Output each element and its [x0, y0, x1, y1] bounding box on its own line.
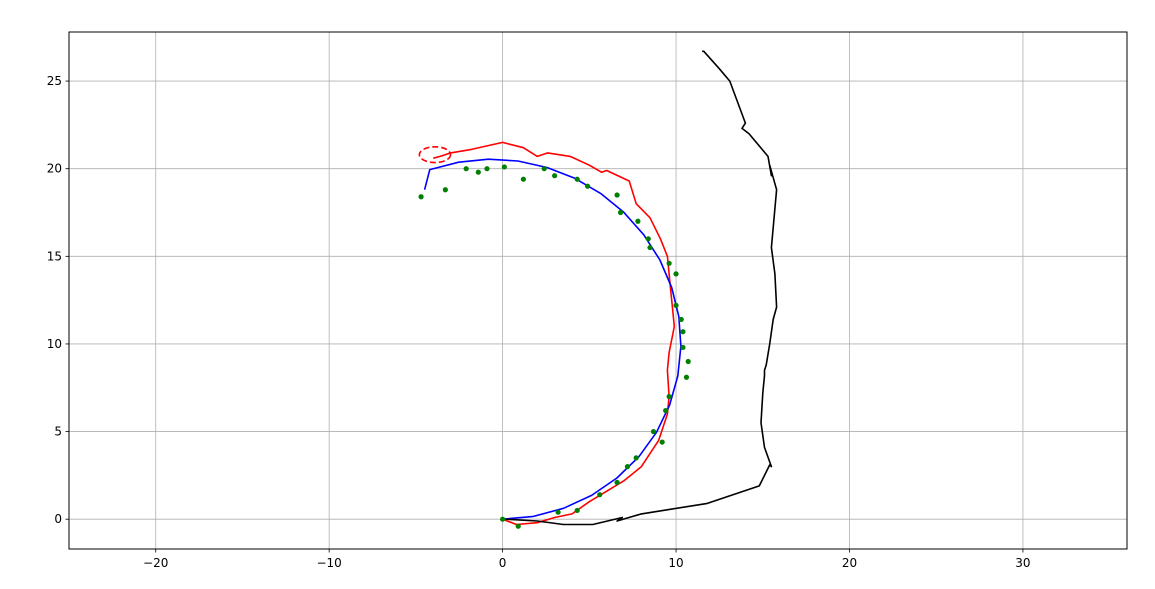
axis-ticks: −20 −10 0 10 20 30 0 5 10 15 20 25	[47, 74, 1031, 570]
scatter-point	[673, 271, 679, 277]
scatter-point	[501, 164, 507, 170]
scatter-point	[666, 260, 672, 266]
x-tick-label: −10	[316, 556, 341, 570]
x-tick-label: 10	[668, 556, 683, 570]
scatter-point	[500, 516, 506, 522]
y-tick-label: 20	[47, 162, 62, 176]
y-tick-label: 0	[54, 512, 62, 526]
series-line-2	[423, 158, 682, 520]
dashed-ellipse	[418, 145, 452, 164]
y-tick-label: 25	[47, 74, 62, 88]
scatter-point	[614, 192, 620, 198]
plot-frame	[68, 31, 1128, 550]
scatter-point	[673, 302, 679, 308]
scatter-point	[574, 507, 580, 514]
series-group	[418, 50, 778, 529]
scatter-point	[597, 492, 603, 498]
scatter-point	[442, 187, 448, 193]
scatter-point	[663, 407, 669, 414]
x-tick-label: 0	[499, 556, 507, 570]
scatter-point	[683, 374, 690, 380]
grid-lines	[69, 32, 1127, 549]
scatter-point	[680, 344, 686, 351]
y-tick-label: 5	[54, 425, 62, 439]
series-line-4	[506, 50, 778, 526]
y-tick-label: 15	[47, 249, 62, 263]
scatter-point	[624, 464, 631, 470]
x-tick-label: 30	[1015, 556, 1030, 570]
scatter-point	[635, 218, 641, 224]
scatter-point	[463, 166, 469, 172]
scatter-point	[520, 176, 527, 182]
scatter-point	[617, 209, 624, 216]
scatter-point	[659, 439, 665, 445]
scatter-point	[515, 523, 521, 529]
scatter-point	[584, 183, 591, 189]
y-tick-label: 10	[47, 337, 62, 351]
scatter-point	[574, 176, 580, 182]
scatter-point	[418, 194, 424, 200]
scatter-point	[678, 316, 684, 323]
scatter-point	[552, 173, 558, 179]
scatter-point	[541, 166, 547, 172]
x-tick-label: 20	[842, 556, 857, 570]
scatter-point	[614, 479, 620, 486]
scatter-point	[555, 509, 561, 515]
scatter-point	[680, 329, 686, 335]
series-line-0	[433, 141, 676, 526]
scatter-point	[633, 455, 639, 461]
scatter-point	[666, 393, 672, 400]
plot-background	[69, 32, 1127, 549]
scatter-point	[475, 169, 481, 175]
scatter-point	[685, 358, 691, 365]
x-tick-label: −20	[143, 556, 168, 570]
scatter-point	[645, 236, 651, 242]
scatter-point	[484, 166, 490, 172]
scatter-point	[650, 428, 657, 435]
scatter-point	[647, 244, 653, 251]
